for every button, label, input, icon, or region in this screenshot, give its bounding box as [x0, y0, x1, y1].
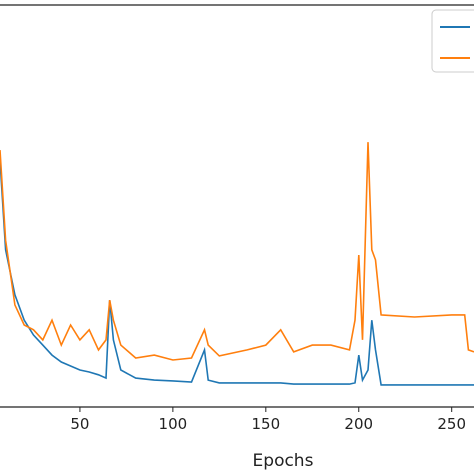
x-tick-label: 200 — [344, 415, 373, 433]
x-tick-label: 150 — [251, 415, 280, 433]
x-tick-label: 100 — [159, 415, 188, 433]
x-tick-label: 50 — [70, 415, 89, 433]
series-line — [0, 142, 474, 361]
x-axis-label: Epochs — [253, 451, 314, 471]
legend-box — [431, 9, 474, 73]
series-line — [0, 160, 474, 386]
x-tick-label: 250 — [437, 415, 466, 433]
